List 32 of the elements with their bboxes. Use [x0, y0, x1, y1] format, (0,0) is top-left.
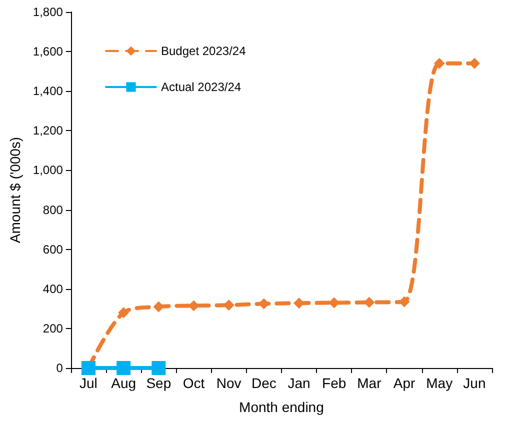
y-tick-label: 0 [56, 361, 64, 375]
legend-label: Budget 2023/24 [161, 44, 246, 58]
y-axis-title: Amount $ ('000s) [7, 136, 23, 244]
y-tick-label: 1,200 [32, 124, 64, 138]
x-tick-label: Feb [322, 375, 346, 391]
y-tick-label: 600 [42, 242, 64, 256]
point [118, 307, 130, 318]
x-tick-label: Oct [182, 375, 205, 391]
point [398, 296, 410, 308]
y-tick-label: 200 [42, 321, 64, 336]
x-tick-label: Jun [463, 375, 486, 391]
x-tick-label: Apr [393, 375, 416, 391]
legend-label: Actual 2023/24 [161, 80, 242, 94]
point [153, 301, 164, 312]
x-tick-label: Nov [216, 375, 242, 391]
x-tick-label: Dec [251, 375, 276, 391]
y-tick-label: 1,000 [32, 163, 64, 178]
point [116, 361, 131, 375]
y-tick-label: 400 [42, 282, 64, 296]
x-tick-label: Sep [146, 375, 172, 391]
x-tick-label: Aug [111, 375, 136, 391]
x-tick-label: Jul [80, 375, 98, 391]
y-tick-label: 1,800 [32, 5, 64, 19]
x-tick-label: Mar [357, 375, 382, 391]
point [434, 58, 445, 69]
x-tick-label: Jan [288, 375, 310, 391]
point [152, 361, 166, 375]
x-axis-title: Month ending [239, 399, 324, 415]
y-tick-label: 1,600 [32, 44, 64, 59]
y-tick-label: 800 [42, 202, 64, 217]
y-tick-label: 1,400 [32, 84, 64, 98]
x-tick-label: May [426, 375, 453, 391]
